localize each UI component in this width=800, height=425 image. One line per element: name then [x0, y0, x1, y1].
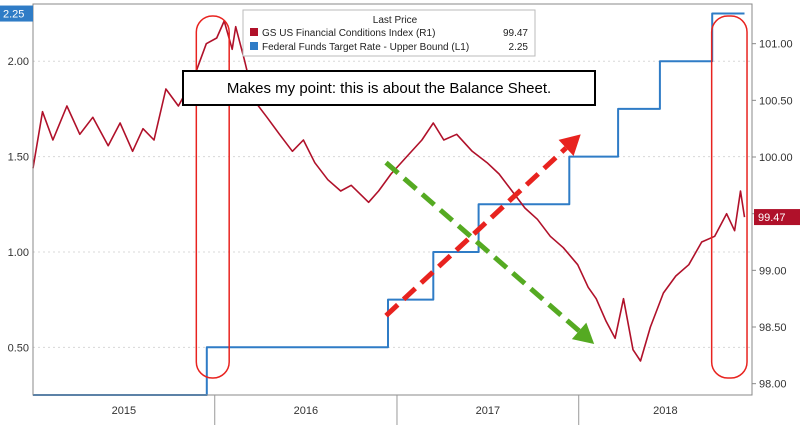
right-axis-tick-label: 100.50: [759, 95, 793, 107]
annotation-callout: Makes my point: this is about the Balanc…: [182, 70, 596, 106]
left-axis-tick-label: 2.00: [8, 56, 29, 68]
x-axis-tick-label: 2015: [112, 405, 136, 417]
left-axis-tick-label: 0.50: [8, 342, 29, 354]
axes-layer: 0.501.001.502.0098.0098.5099.0099.50100.…: [0, 3, 800, 425]
financial-conditions-line: [32, 20, 746, 362]
series-layer: [32, 12, 746, 396]
x-axis-tick-label: 2016: [294, 405, 318, 417]
right-axis-tick-label: 98.00: [759, 379, 787, 391]
ovals-layer: [195, 15, 748, 379]
right-axis-tick-label: 98.50: [759, 322, 787, 334]
legend-box: [242, 9, 536, 57]
fed-funds-rate-line: [33, 12, 745, 396]
legend-swatch: [250, 28, 258, 36]
red-rising-arrow-head: [558, 134, 581, 157]
legend-last-value: 2.25: [509, 42, 529, 53]
plot-frame: [32, 3, 753, 396]
legend-last-value: 99.47: [503, 28, 528, 39]
left-axis-tick-label: 1.50: [8, 152, 29, 164]
highlight-oval-2018: [710, 15, 748, 379]
legend-swatch: [250, 42, 258, 50]
right-last-value-label: 99.47: [758, 212, 786, 224]
x-axis-tick-label: 2018: [653, 405, 677, 417]
highlight-oval-2015: [195, 15, 230, 379]
right-axis-tick-label: 99.00: [759, 265, 787, 277]
green-falling-arrow-head: [571, 322, 595, 344]
green-falling-arrow-shaft: [384, 160, 581, 333]
left-last-value-label: 2.25: [3, 9, 24, 21]
right-axis-tick-label: 100.00: [759, 152, 793, 164]
left-axis-tick-label: 1.00: [8, 247, 29, 259]
right-last-value-tag: [754, 209, 800, 226]
right-axis-tick-label: 101.00: [759, 39, 793, 51]
legend-label: GS US Financial Conditions Index (R1): [262, 28, 435, 39]
legend-title: Last Price: [373, 15, 418, 26]
left-last-value-tag: [0, 5, 33, 22]
red-rising-arrow-shaft: [384, 146, 568, 318]
x-axis-tick-label: 2017: [476, 405, 500, 417]
legend: Last Price GS US Financial Conditions Ind…: [242, 9, 536, 57]
legend-label: Federal Funds Target Rate - Upper Bound …: [262, 42, 469, 53]
arrows-layer: [384, 134, 595, 344]
